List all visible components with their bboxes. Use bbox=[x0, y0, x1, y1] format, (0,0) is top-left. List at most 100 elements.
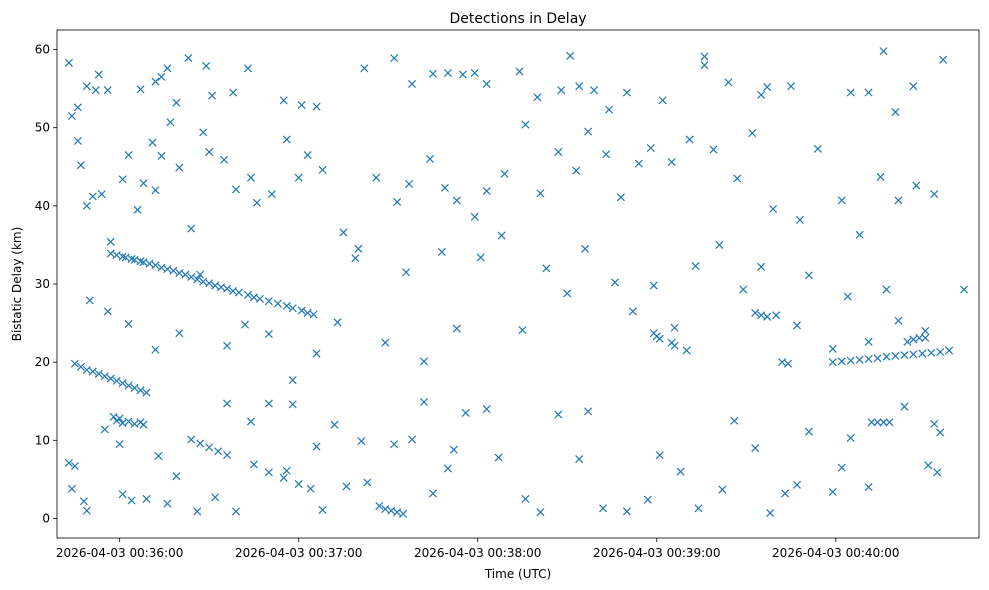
data-point bbox=[610, 278, 619, 287]
data-point bbox=[211, 493, 220, 502]
data-point bbox=[837, 357, 846, 366]
data-point bbox=[748, 129, 757, 138]
data-point bbox=[133, 205, 142, 214]
data-point bbox=[590, 86, 599, 95]
x-axis-label: Time (UTC) bbox=[484, 567, 551, 581]
data-point bbox=[187, 224, 196, 233]
data-point bbox=[184, 54, 193, 63]
data-point bbox=[757, 262, 766, 271]
data-point bbox=[691, 262, 700, 271]
data-point bbox=[769, 204, 778, 213]
x-tick-label: 2026-04-03 00:37:00 bbox=[235, 546, 362, 560]
data-point bbox=[148, 138, 157, 147]
data-point bbox=[751, 308, 760, 317]
data-point bbox=[124, 151, 133, 160]
data-point bbox=[118, 419, 127, 428]
data-point bbox=[64, 58, 73, 67]
data-point bbox=[408, 79, 417, 88]
data-point bbox=[521, 494, 530, 503]
data-point bbox=[900, 351, 909, 360]
data-point bbox=[918, 349, 927, 358]
data-point bbox=[151, 186, 160, 195]
data-point bbox=[628, 307, 637, 316]
data-point bbox=[482, 186, 491, 196]
data-point bbox=[136, 257, 145, 266]
data-point bbox=[891, 351, 900, 360]
data-point bbox=[658, 96, 667, 105]
data-point bbox=[700, 61, 709, 70]
data-point bbox=[249, 460, 258, 469]
data-point bbox=[715, 240, 724, 249]
data-point bbox=[936, 347, 945, 357]
data-point bbox=[786, 82, 796, 91]
data-point bbox=[100, 372, 109, 381]
data-point bbox=[312, 349, 321, 358]
data-point bbox=[402, 268, 411, 277]
data-point bbox=[939, 55, 948, 64]
data-point bbox=[172, 98, 181, 107]
data-point bbox=[751, 444, 760, 453]
data-point bbox=[76, 362, 85, 371]
data-point bbox=[891, 108, 900, 117]
data-point bbox=[288, 376, 297, 385]
data-point bbox=[157, 263, 166, 272]
data-point bbox=[440, 183, 449, 192]
data-point bbox=[196, 439, 205, 448]
data-point bbox=[667, 158, 676, 167]
data-point bbox=[393, 197, 402, 206]
data-point bbox=[375, 501, 384, 510]
data-point bbox=[763, 312, 772, 321]
data-point bbox=[554, 147, 563, 156]
data-point bbox=[223, 399, 232, 408]
data-point bbox=[172, 472, 181, 481]
data-point bbox=[339, 228, 348, 237]
data-point bbox=[279, 473, 288, 482]
data-point bbox=[205, 279, 214, 288]
data-point bbox=[757, 90, 766, 99]
data-point bbox=[408, 435, 417, 444]
data-point bbox=[181, 270, 190, 279]
data-point bbox=[846, 88, 855, 97]
data-point bbox=[581, 244, 590, 253]
data-point bbox=[563, 289, 572, 298]
data-point bbox=[151, 345, 160, 354]
data-point bbox=[154, 451, 163, 460]
data-point bbox=[196, 270, 205, 279]
data-point bbox=[873, 354, 882, 363]
data-point bbox=[452, 324, 461, 333]
data-point bbox=[930, 419, 939, 428]
data-point bbox=[211, 281, 220, 290]
data-point bbox=[476, 253, 485, 262]
data-point bbox=[676, 467, 685, 476]
data-point bbox=[733, 174, 742, 183]
data-point bbox=[139, 420, 148, 429]
data-point bbox=[151, 77, 160, 86]
data-point bbox=[828, 344, 837, 353]
data-point bbox=[685, 135, 694, 144]
data-point bbox=[91, 86, 100, 95]
data-point bbox=[264, 329, 273, 339]
data-point bbox=[199, 128, 208, 137]
data-point bbox=[205, 147, 214, 156]
data-point bbox=[121, 253, 130, 262]
data-point bbox=[303, 308, 312, 317]
data-point bbox=[282, 135, 291, 144]
data-point bbox=[700, 52, 709, 61]
data-point bbox=[243, 290, 252, 299]
data-point bbox=[428, 489, 437, 498]
data-point bbox=[428, 69, 437, 78]
data-point bbox=[616, 193, 625, 202]
chart-title: Detections in Delay bbox=[449, 11, 586, 27]
data-point bbox=[497, 231, 506, 240]
data-point bbox=[903, 337, 912, 346]
data-point bbox=[163, 499, 172, 508]
data-point bbox=[187, 435, 196, 444]
data-point bbox=[252, 198, 261, 207]
data-point bbox=[739, 285, 748, 294]
y-tick-label: 60 bbox=[35, 43, 50, 57]
data-point bbox=[601, 150, 611, 159]
data-point bbox=[223, 451, 232, 460]
data-point bbox=[163, 265, 172, 274]
data-point bbox=[518, 326, 527, 335]
